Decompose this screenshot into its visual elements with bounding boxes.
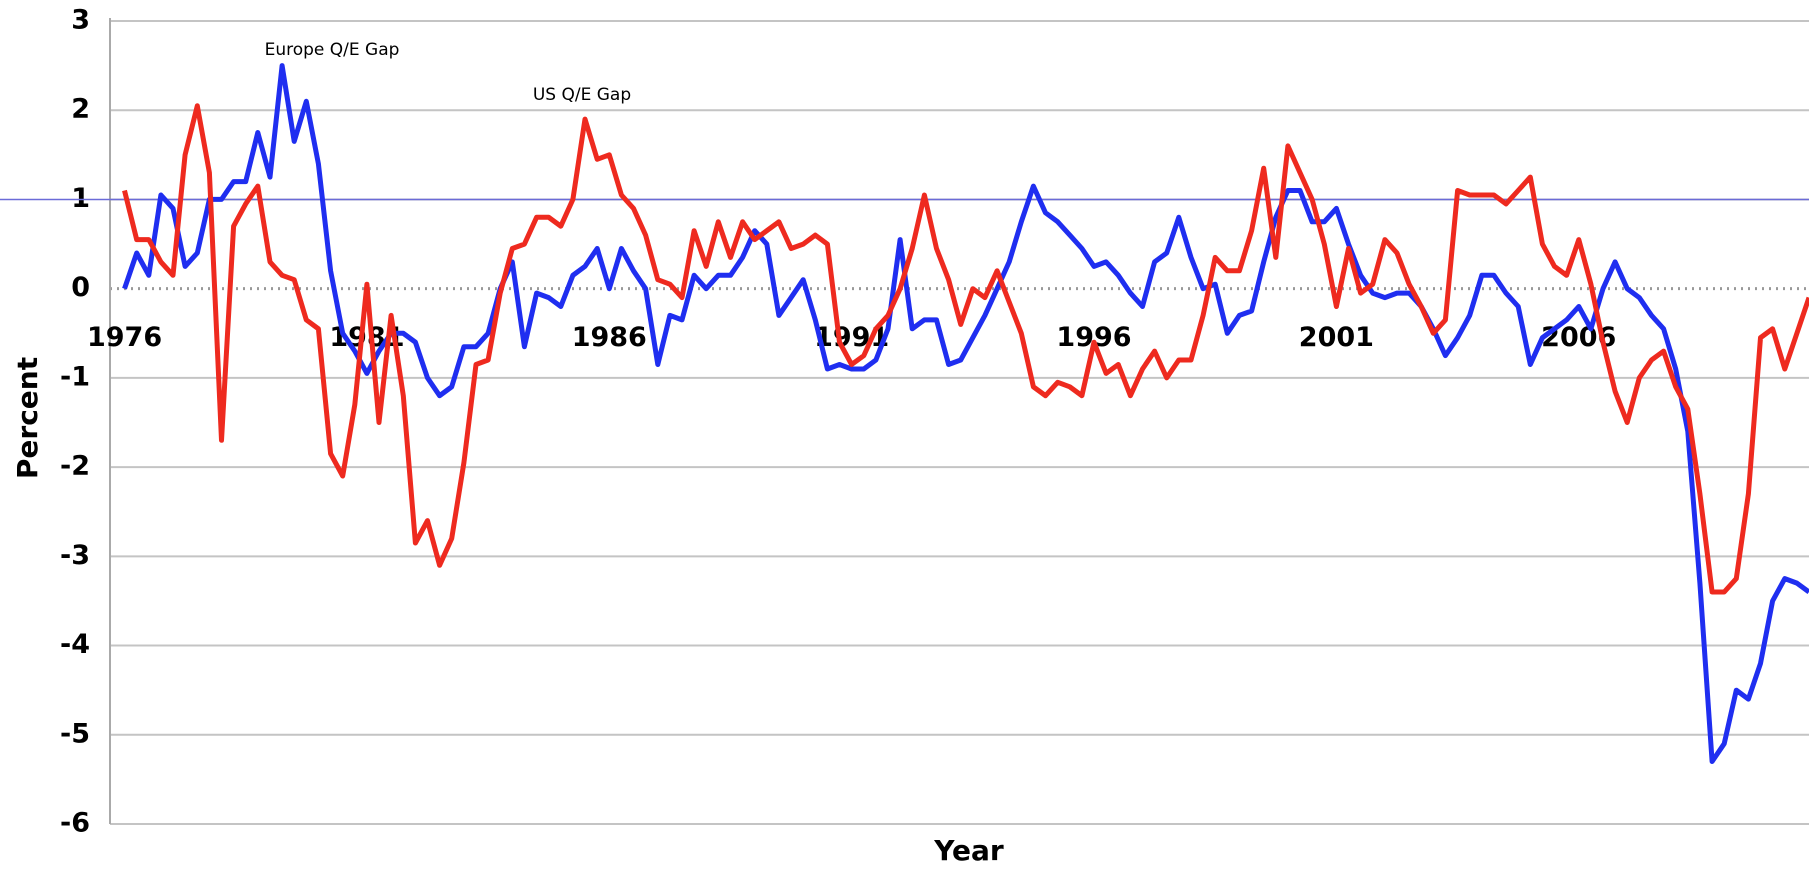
y-axis-title: Percent: [11, 357, 44, 479]
x-tick-label: 2001: [1299, 322, 1374, 353]
y-tick-label: -4: [60, 629, 90, 660]
x-axis-title: Year: [933, 834, 1004, 867]
annotation: Europe Q/E Gap: [265, 40, 400, 60]
y-tick-label: 0: [71, 272, 90, 303]
y-tick-label: 2: [71, 94, 90, 125]
data-line: [122, 63, 1809, 764]
y-tick-label: -2: [60, 451, 90, 482]
y-tick-label: -3: [60, 540, 90, 571]
y-tick-label: -1: [60, 361, 90, 392]
y-tick-label: 1: [71, 183, 90, 214]
data-line: [122, 103, 1809, 595]
annotation: US Q/E Gap: [533, 85, 631, 105]
x-tick-label: 1986: [572, 322, 647, 353]
y-tick-label: -5: [60, 718, 90, 749]
y-tick-label: -6: [60, 808, 90, 839]
x-tick-label: 1976: [87, 322, 162, 353]
y-tick-label: 3: [71, 5, 90, 36]
